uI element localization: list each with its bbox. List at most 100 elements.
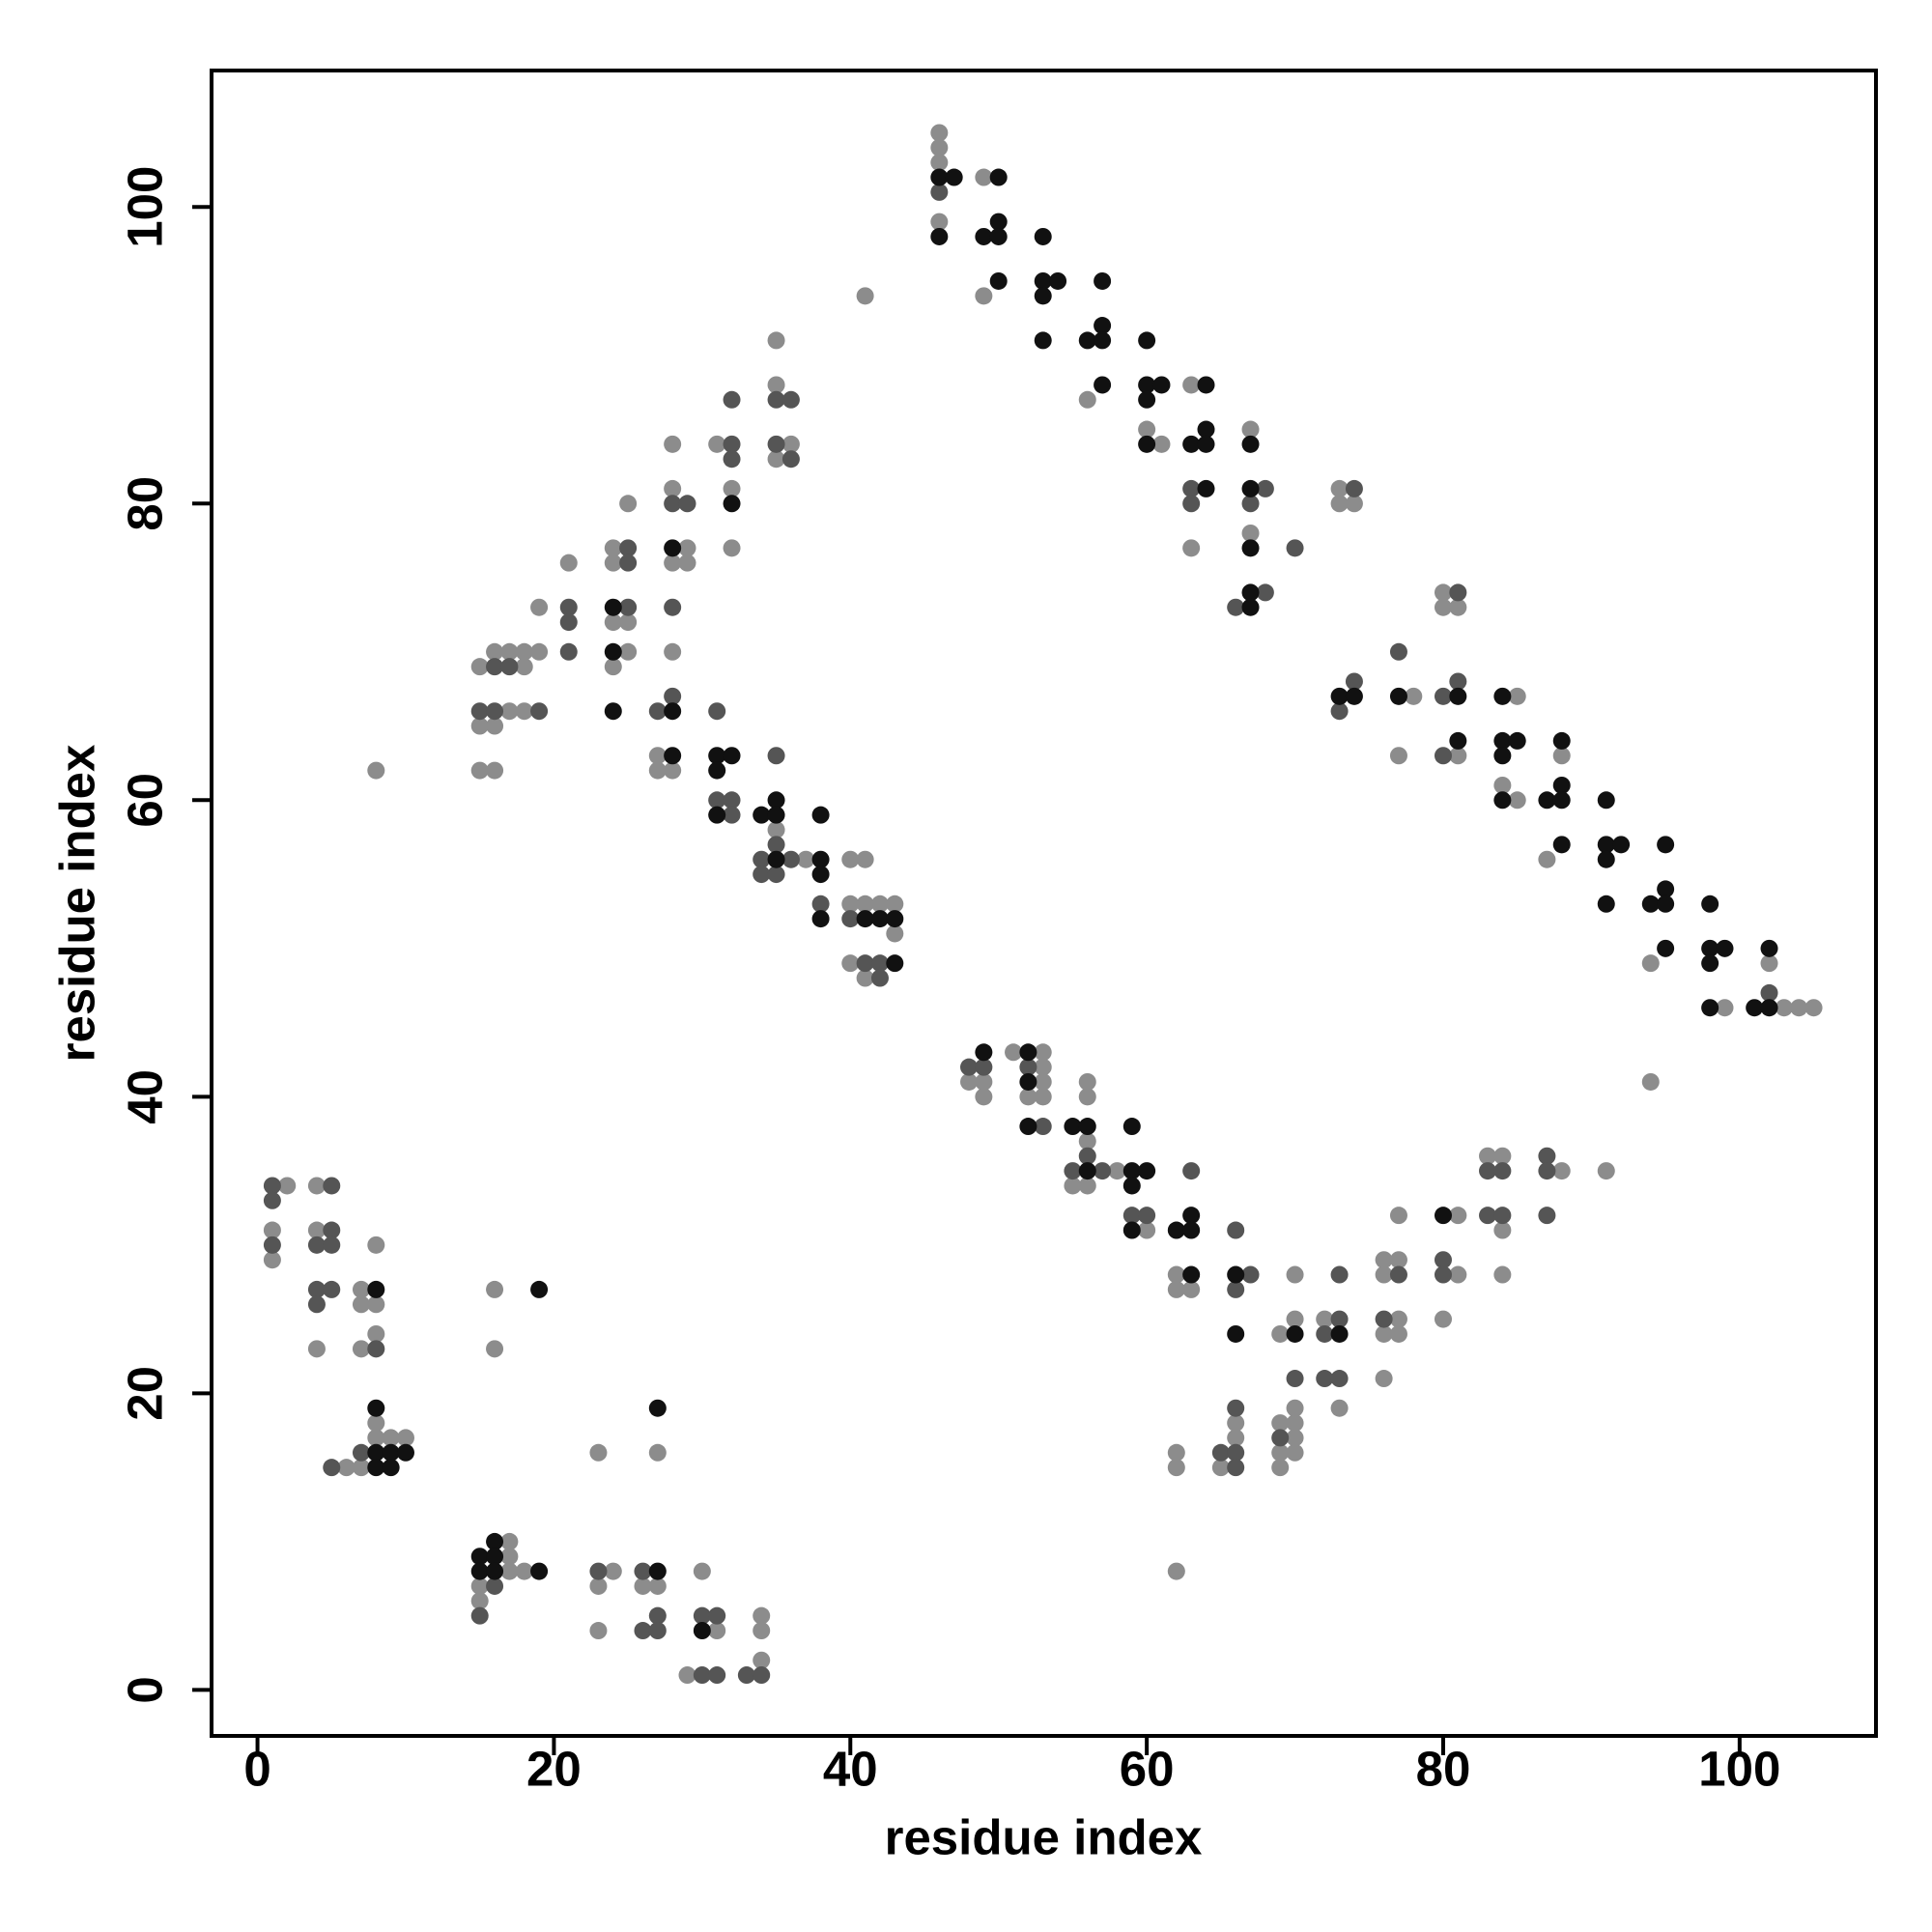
point [723, 747, 741, 765]
point [1227, 1459, 1245, 1477]
point [870, 910, 889, 928]
point [648, 747, 667, 765]
point [1271, 1414, 1290, 1433]
point [723, 390, 741, 409]
point [693, 1622, 711, 1640]
point [634, 1562, 652, 1580]
point [975, 1088, 993, 1106]
point [708, 702, 726, 721]
point [1760, 999, 1778, 1017]
point [1746, 999, 1764, 1017]
point [1552, 747, 1571, 765]
point [708, 791, 726, 810]
point [886, 924, 904, 943]
point [367, 1340, 385, 1358]
point [589, 1577, 608, 1595]
point [1657, 939, 1675, 957]
point [1538, 1207, 1556, 1225]
point [856, 954, 874, 973]
point [1241, 435, 1260, 453]
point [1493, 1147, 1512, 1165]
point [1716, 999, 1734, 1017]
point [1479, 1207, 1497, 1225]
point [1122, 1177, 1141, 1195]
point [723, 806, 741, 824]
point [1449, 672, 1467, 691]
point [1389, 1324, 1407, 1343]
point [1493, 1265, 1512, 1284]
point [708, 806, 726, 824]
point [1227, 1324, 1245, 1343]
point [1641, 954, 1660, 973]
point [723, 791, 741, 810]
point [323, 1236, 341, 1254]
point [1538, 1162, 1556, 1180]
point [500, 1548, 519, 1566]
point [470, 702, 489, 721]
point [1078, 1132, 1096, 1151]
point [634, 1622, 652, 1640]
point [767, 850, 785, 868]
point [589, 1622, 608, 1640]
point [767, 450, 785, 469]
point [811, 806, 830, 824]
point [1508, 791, 1526, 810]
point [1034, 1088, 1052, 1106]
point [648, 1577, 667, 1595]
point [1405, 687, 1423, 705]
point [604, 613, 622, 632]
point [723, 539, 741, 557]
point [1286, 1443, 1304, 1462]
point [781, 435, 800, 453]
point [841, 910, 860, 928]
point [1434, 687, 1452, 705]
point [664, 479, 682, 497]
point [1197, 435, 1215, 453]
point [559, 642, 578, 661]
point [767, 376, 785, 394]
point [352, 1443, 370, 1462]
point [1167, 1221, 1185, 1239]
point [664, 642, 682, 661]
point [486, 642, 504, 661]
point [1182, 479, 1201, 497]
point [1197, 376, 1215, 394]
point [559, 598, 578, 616]
point [1019, 1118, 1037, 1136]
point [619, 613, 638, 632]
point [1375, 1324, 1393, 1343]
point [1316, 1324, 1334, 1343]
point [664, 598, 682, 616]
point [1286, 1324, 1304, 1343]
point [1493, 791, 1512, 810]
point [1019, 1043, 1037, 1062]
point [1434, 583, 1452, 602]
point [753, 1666, 771, 1685]
point [278, 1177, 297, 1195]
point [664, 702, 682, 721]
point [1138, 376, 1156, 394]
point [664, 495, 682, 513]
point [1182, 495, 1201, 513]
point [737, 1666, 755, 1685]
point [1241, 420, 1260, 439]
point [367, 1443, 385, 1462]
point [856, 287, 874, 305]
point [396, 1429, 414, 1447]
point [352, 1459, 370, 1477]
point [781, 850, 800, 868]
point [693, 1562, 711, 1580]
point [1508, 687, 1526, 705]
point [767, 821, 785, 839]
plot-frame [210, 69, 1878, 1738]
point [1019, 1088, 1037, 1106]
point [263, 1177, 281, 1195]
point [559, 554, 578, 572]
point [1701, 895, 1719, 913]
point [1034, 1058, 1052, 1076]
point [500, 702, 519, 721]
point [1641, 1072, 1660, 1091]
point [470, 658, 489, 676]
point [1375, 1251, 1393, 1269]
point [960, 1072, 979, 1091]
